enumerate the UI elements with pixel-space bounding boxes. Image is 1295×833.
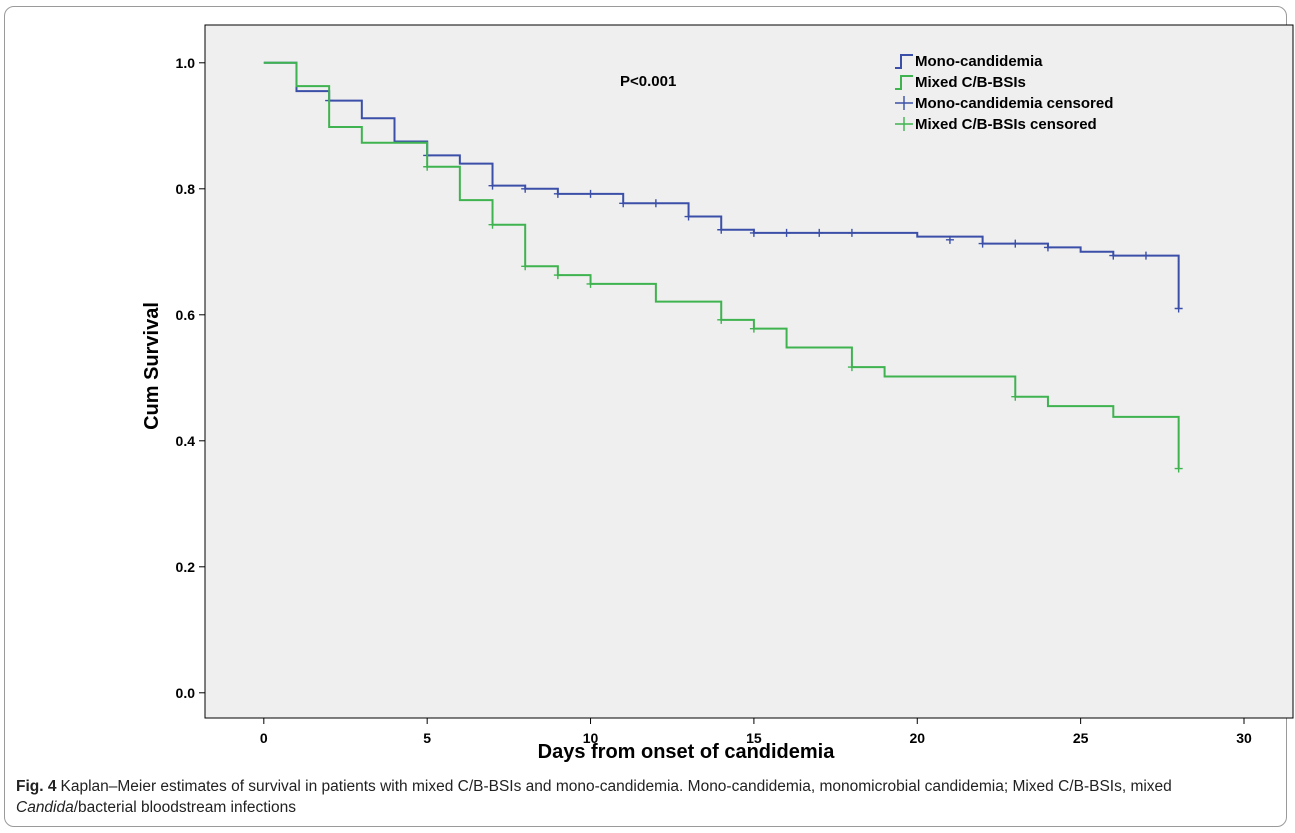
censor-mark (684, 212, 693, 221)
censor-mark (521, 184, 530, 193)
y-tick-label: 0.0 (176, 685, 196, 701)
caption-text: Kaplan–Meier estimates of survival in pa… (60, 778, 1172, 795)
y-tick-label: 0.6 (176, 307, 196, 323)
y-tick-label: 0.8 (176, 181, 196, 197)
censor-mark (717, 225, 726, 234)
series-layer (263, 61, 1183, 473)
x-tick-label: 30 (1236, 730, 1252, 746)
x-axis-label: Days from onset of candidemia (538, 741, 836, 763)
censor-mark (717, 315, 726, 324)
censor-mark (847, 363, 856, 372)
censor-mark (815, 228, 824, 237)
censor-mark (553, 271, 562, 280)
censor-mark (945, 235, 954, 244)
censor-mark (1011, 392, 1020, 401)
censor-mark (1109, 251, 1118, 260)
caption-text-end: /bacterial bloodstream infections (73, 799, 297, 816)
survival-chart: 0 5 10 15 20 25 30 0.0 0.2 0.4 0.6 0.8 1.0 P<0.001 M… (141, 24, 1294, 763)
y-tick-label: 0.2 (176, 559, 196, 575)
censor-mark (488, 181, 497, 190)
axes: 0 5 10 15 20 25 30 0.0 0.2 0.4 0.6 0.8 1.0 (176, 55, 1252, 746)
x-tick-label: 25 (1073, 730, 1089, 746)
censor-mark (521, 262, 530, 271)
censor-mark (423, 162, 432, 171)
figure-caption: Fig. 4 Kaplan–Meier estimates of survival… (16, 776, 1281, 818)
censor-mark (978, 239, 987, 248)
legend-censor-swatch (895, 96, 913, 110)
legend-label: Mono-candidemia (915, 53, 1043, 70)
legend: Mono-candidemia Mixed C/B-BSIs Mono-candid… (895, 53, 1113, 133)
x-tick-label: 15 (746, 730, 762, 746)
censor-mark (1141, 251, 1150, 260)
censor-mark (782, 228, 791, 237)
censor-mark (586, 189, 595, 198)
censor-mark (651, 199, 660, 208)
y-axis-label: Cum Survival (141, 302, 163, 430)
censor-mark (749, 324, 758, 333)
censor-mark (1011, 239, 1020, 248)
legend-step-swatch (895, 75, 913, 90)
legend-step-swatch (895, 54, 913, 69)
survival-curve-mixed-cb-bsis (263, 61, 1180, 469)
censor-mark (619, 199, 628, 208)
caption-label: Fig. 4 (16, 778, 57, 795)
legend-label: Mixed C/B-BSIs (915, 74, 1026, 91)
caption-italic-term: Candida (16, 799, 74, 816)
y-tick-label: 1.0 (176, 55, 196, 71)
censor-mark (1043, 243, 1052, 252)
y-tick-label: 0.4 (176, 433, 196, 449)
x-tick-label: 0 (260, 730, 268, 746)
legend-label: Mono-candidemia censored (915, 95, 1113, 112)
censor-mark (1174, 464, 1183, 473)
p-value-annotation: P<0.001 (620, 73, 676, 90)
censor-mark (749, 228, 758, 237)
censor-mark (488, 220, 497, 229)
plot-background (204, 24, 1294, 719)
x-tick-label: 10 (583, 730, 599, 746)
legend-censor-swatch (895, 117, 913, 131)
censor-mark (553, 189, 562, 198)
legend-label: Mixed C/B-BSIs censored (915, 116, 1097, 133)
censor-mark (1174, 304, 1183, 313)
censor-mark (847, 228, 856, 237)
censor-mark (586, 279, 595, 288)
x-tick-label: 20 (909, 730, 925, 746)
x-tick-label: 5 (423, 730, 431, 746)
